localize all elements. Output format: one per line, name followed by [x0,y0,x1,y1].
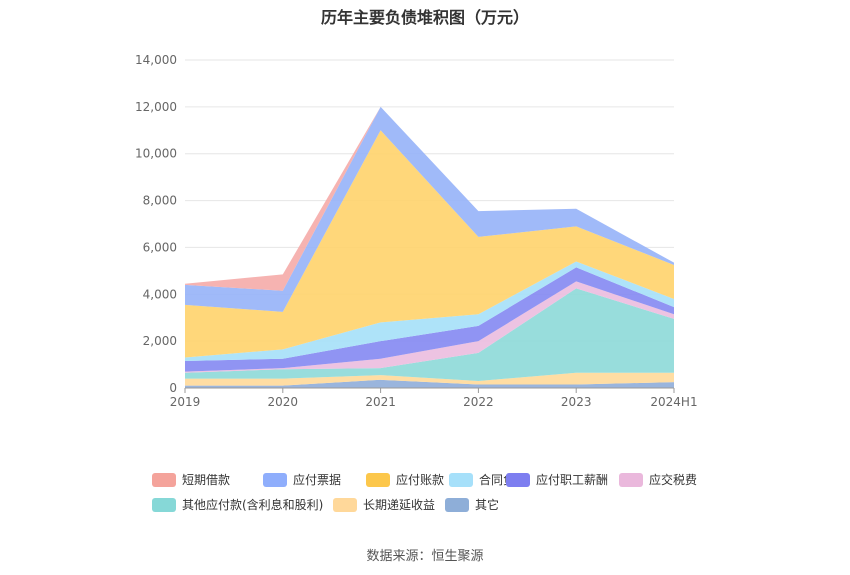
y-tick-label: 8,000 [143,194,177,208]
legend-label: 短期借款 [182,473,231,487]
legend-item[interactable]: 应付票据 [263,471,341,488]
legend-label: 应付账款 [396,473,445,487]
area-series-长期递延收益 [185,372,674,386]
legend-swatch [152,497,176,512]
y-tick-label: 14,000 [135,53,177,67]
area-series-应付票据 [185,106,674,312]
y-tick-label: 4,000 [143,287,177,301]
legend-item[interactable]: 其它 [445,496,499,513]
y-tick-label: 12,000 [135,100,177,114]
x-tick-label: 2019 [170,395,201,409]
legend-item[interactable]: 应付账款 [366,471,444,488]
area-series-应付账款 [185,130,674,358]
legend-swatch [366,472,390,487]
area-series-其它 [185,379,674,388]
data-source-note: 数据来源：恒生聚源 [366,549,484,564]
legend-item[interactable]: 应付职工薪酬 [506,471,608,488]
y-tick-label: 0 [169,381,177,395]
legend-swatch [619,472,643,487]
legend-item[interactable]: 长期递延收益 [333,496,435,513]
legend-swatch [445,497,469,512]
legend-swatch [263,472,287,487]
legend-label: 长期递延收益 [363,498,436,512]
legend-label: 应付职工薪酬 [536,473,609,487]
legend-swatch [506,472,530,487]
legend-swatch [333,497,357,512]
area-series [185,106,674,388]
legend-item[interactable]: 短期借款 [152,471,230,488]
y-tick-label: 10,000 [135,147,177,161]
area-series-应交税费 [185,281,674,373]
y-tick-label: 2,000 [143,334,177,348]
legend-swatch [449,472,473,487]
legend-item[interactable]: 其他应付款(含利息和股利) [152,496,323,513]
y-tick-label: 6,000 [143,240,177,254]
legend-label: 应付票据 [293,473,342,487]
legend-item[interactable]: 应交税费 [619,471,697,488]
legend-label: 应交税费 [649,473,698,487]
legend-label: 其他应付款(含利息和股利) [182,498,324,512]
axes: 0 2,000 4,000 6,000 8,000 10,000 12,000 14,000 2… [135,53,698,409]
x-tick-label: 2024H1 [650,395,697,409]
area-series-应付职工薪酬 [185,267,674,372]
legend-label: 其它 [475,498,500,512]
x-tick-label: 2021 [365,395,396,409]
chart-title: 历年主要负债堆积图（万元） [320,8,529,27]
legend-swatch [152,472,176,487]
x-tick-label: 2020 [268,395,299,409]
area-series-其他应付款(含利息和股利) [185,288,674,381]
x-tick-label: 2022 [463,395,494,409]
x-tick-label: 2023 [561,395,592,409]
